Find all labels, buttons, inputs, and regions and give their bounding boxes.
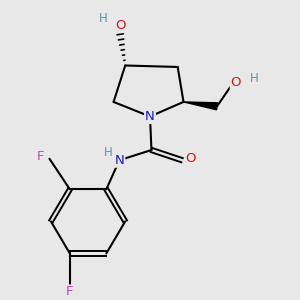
Text: N: N bbox=[145, 110, 155, 123]
Polygon shape bbox=[184, 102, 218, 110]
Text: O: O bbox=[116, 19, 126, 32]
Text: H: H bbox=[104, 146, 113, 159]
Text: H: H bbox=[99, 12, 108, 26]
Text: N: N bbox=[115, 154, 124, 167]
Text: F: F bbox=[66, 285, 74, 298]
Text: O: O bbox=[185, 152, 196, 165]
Text: F: F bbox=[37, 150, 44, 163]
Text: H: H bbox=[250, 72, 258, 85]
Text: O: O bbox=[231, 76, 241, 89]
